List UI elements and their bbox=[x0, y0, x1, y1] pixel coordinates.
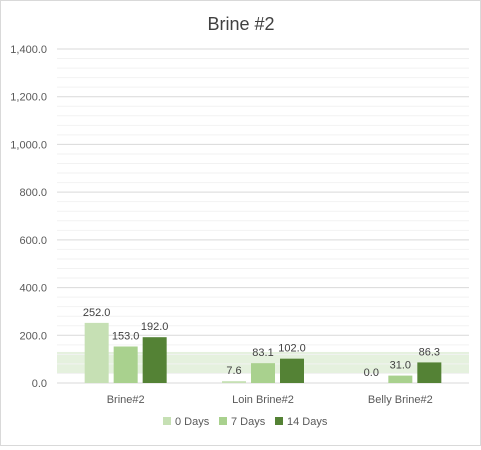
bar bbox=[251, 363, 275, 383]
bar bbox=[222, 381, 246, 383]
data-label: 31.0 bbox=[390, 360, 411, 372]
gridlines bbox=[57, 48, 469, 384]
data-label: 0.0 bbox=[364, 367, 379, 379]
bar bbox=[280, 358, 304, 383]
legend-label: 0 Days bbox=[175, 416, 210, 428]
data-label: 252.0 bbox=[83, 307, 111, 319]
legend-swatch bbox=[275, 417, 283, 425]
bar bbox=[388, 375, 413, 383]
legend-label: 14 Days bbox=[287, 416, 328, 428]
bar bbox=[417, 362, 442, 383]
y-tick-label: 1,000.0 bbox=[10, 139, 47, 151]
legend-label: 7 Days bbox=[231, 416, 266, 428]
data-label: 102.0 bbox=[278, 343, 306, 355]
bar bbox=[142, 337, 167, 383]
y-axis-ticks: 0.0 200.0 400.0 600.0 800.0 1,000.0 1,200.0 1,4… bbox=[10, 44, 47, 390]
y-tick-label: 200.0 bbox=[19, 330, 47, 342]
x-tick-label: Brine#2 bbox=[107, 394, 145, 406]
legend-swatch bbox=[219, 417, 227, 425]
bars bbox=[84, 322, 442, 383]
data-label: 86.3 bbox=[419, 346, 440, 358]
y-tick-label: 1,400.0 bbox=[10, 44, 47, 56]
x-tick-label: Loin Brine#2 bbox=[232, 394, 294, 406]
data-label: 7.6 bbox=[226, 365, 241, 377]
y-tick-label: 1,200.0 bbox=[10, 92, 47, 104]
bar bbox=[113, 346, 138, 383]
x-axis-ticks: Brine#2 Loin Brine#2 Belly Brine#2 bbox=[107, 394, 433, 406]
x-tick-label: Belly Brine#2 bbox=[368, 394, 433, 406]
y-tick-label: 800.0 bbox=[19, 187, 47, 199]
legend: 0 Days 7 Days 14 Days bbox=[163, 416, 328, 428]
y-tick-label: 400.0 bbox=[19, 283, 47, 295]
data-label: 83.1 bbox=[252, 347, 273, 359]
legend-swatch bbox=[163, 417, 171, 425]
data-label: 153.0 bbox=[112, 330, 140, 342]
y-tick-label: 600.0 bbox=[19, 235, 47, 247]
chart-title: Brine #2 bbox=[207, 14, 274, 34]
data-label: 192.0 bbox=[141, 321, 169, 333]
y-tick-label: 0.0 bbox=[32, 378, 47, 390]
bar bbox=[84, 322, 109, 383]
